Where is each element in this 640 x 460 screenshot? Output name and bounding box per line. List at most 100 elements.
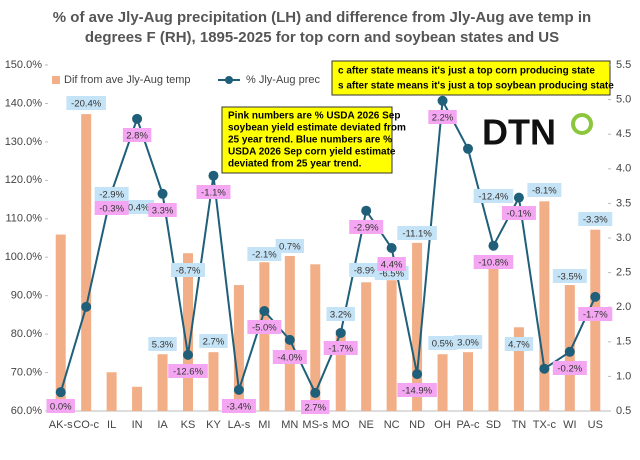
bar xyxy=(233,285,244,411)
data-label-bg xyxy=(272,350,307,364)
data-label-bg xyxy=(428,336,457,350)
data-label-bg xyxy=(46,399,75,413)
marker xyxy=(437,95,448,106)
data-label-bg xyxy=(397,226,437,240)
y2-tick-label: 3.5 xyxy=(616,197,631,209)
x-tick-label: MN xyxy=(281,419,298,431)
marker xyxy=(335,327,346,338)
data-label: -3.5% xyxy=(557,272,582,283)
marker xyxy=(284,334,295,345)
data-label: 3.3% xyxy=(152,206,174,217)
data-label-bg xyxy=(552,361,587,375)
bar xyxy=(157,354,168,411)
bar xyxy=(412,242,423,411)
data-label-bg xyxy=(247,247,282,261)
data-label-bg xyxy=(221,399,256,413)
marker xyxy=(590,291,601,302)
data-label-bg xyxy=(275,239,305,253)
data-label: -5.0% xyxy=(252,323,277,334)
data-label-bg xyxy=(473,189,514,203)
marker xyxy=(488,240,499,251)
data-label: -12.6% xyxy=(173,367,204,378)
bar xyxy=(183,253,193,411)
marker xyxy=(463,143,473,154)
data-label-bg xyxy=(168,364,208,378)
data-label-bg xyxy=(397,383,437,397)
logo: DTN xyxy=(482,112,556,153)
data-label-bg xyxy=(94,201,129,215)
bar xyxy=(335,330,346,411)
note: soybean yield estimate deviated from xyxy=(228,123,406,134)
data-label-bg xyxy=(527,183,562,197)
legend-swatch xyxy=(52,76,60,84)
bar xyxy=(106,372,117,411)
data-label-bg xyxy=(323,341,358,355)
x-tick-label: KS xyxy=(181,419,196,431)
bar xyxy=(310,264,321,411)
data-label: -3.4% xyxy=(226,402,251,413)
data-label-bg xyxy=(148,337,177,351)
data-label-bg xyxy=(171,263,205,277)
data-label: -11.1% xyxy=(402,229,432,240)
x-tick-label: OH xyxy=(434,419,451,431)
data-label: -10.8% xyxy=(478,258,509,269)
marker xyxy=(564,346,575,357)
data-label: 5.3% xyxy=(152,340,174,351)
y2-tick-label: 4.0 xyxy=(616,163,631,175)
data-label: -8.9% xyxy=(354,266,379,277)
data-label-bg xyxy=(501,206,536,220)
bar xyxy=(488,265,499,411)
x-tick-label: PA-c xyxy=(456,419,480,431)
data-label-bg xyxy=(199,334,228,348)
key-note: c after state means it's just a top corn… xyxy=(338,66,595,77)
data-label-bg xyxy=(301,400,330,414)
marker xyxy=(132,113,143,124)
marker xyxy=(386,242,397,253)
y-tick-label: 130.0% xyxy=(5,136,43,148)
marker xyxy=(361,205,372,216)
data-label-bg xyxy=(578,212,613,226)
y2-tick-label: 1.5 xyxy=(616,336,631,348)
data-label: 0.5% xyxy=(432,339,454,350)
data-label-bg xyxy=(349,220,384,234)
marker xyxy=(539,363,550,374)
y-tick-label: 60.0% xyxy=(11,405,42,417)
data-label: -0.4% xyxy=(125,203,150,214)
data-label: -20.4% xyxy=(71,99,102,110)
data-label-bg xyxy=(504,337,534,351)
bar xyxy=(539,201,550,411)
x-tick-label: MO xyxy=(332,419,350,431)
bar xyxy=(132,386,143,411)
data-label: 2.2% xyxy=(432,113,454,124)
x-tick-label: AK-s xyxy=(49,419,73,431)
data-label: -4.0% xyxy=(277,353,302,364)
x-tick-label: MS-s xyxy=(302,419,328,431)
data-label: 3.0% xyxy=(457,338,479,349)
key-note-box xyxy=(331,60,611,96)
note: deviated from 25 year trend. xyxy=(228,159,362,170)
y2-tick-label: 2.0 xyxy=(616,301,631,313)
y2-tick-label: 0.5 xyxy=(616,405,631,417)
data-label-bg xyxy=(578,307,613,321)
bar xyxy=(437,354,448,411)
data-label: -1.7% xyxy=(328,344,353,355)
data-label-bg xyxy=(94,187,129,201)
x-tick-label: KY xyxy=(206,419,221,431)
x-tick-label: ND xyxy=(409,419,425,431)
marker xyxy=(513,192,524,203)
data-label-bg xyxy=(196,185,231,199)
y2-tick-label: 3.0 xyxy=(616,232,631,244)
legend-label: % Jly-Aug prec xyxy=(246,74,320,86)
data-label: 4.7% xyxy=(508,340,530,351)
note: USDA 2026 Sep corn yield estimate xyxy=(228,147,396,158)
data-label-bg xyxy=(453,335,483,349)
data-label: -8.7% xyxy=(176,266,201,277)
data-label-bg xyxy=(247,320,282,334)
marker xyxy=(412,369,423,380)
data-label: -12.4% xyxy=(478,192,509,203)
data-label: 2.7% xyxy=(304,403,326,414)
x-tick-label: WI xyxy=(563,419,576,431)
bar xyxy=(259,262,270,411)
x-tick-label: US xyxy=(588,419,603,431)
bar xyxy=(513,327,524,411)
